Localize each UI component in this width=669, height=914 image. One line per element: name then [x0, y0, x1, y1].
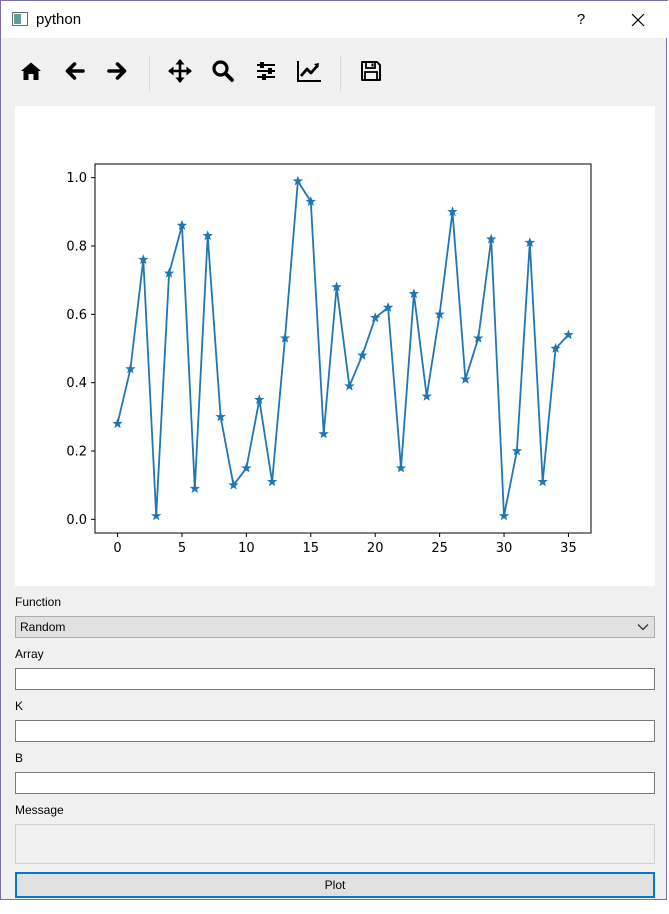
- x-tick-label: 0: [113, 541, 121, 556]
- chevron-down-icon: [637, 624, 649, 631]
- x-tick-label: 20: [367, 541, 384, 556]
- navigation-toolbar: [1, 38, 668, 106]
- data-point-star: [138, 254, 149, 265]
- configure-subplots-button[interactable]: [249, 54, 283, 88]
- data-point-star: [163, 267, 175, 278]
- data-point-star: [150, 510, 162, 521]
- line-chart: 0 5 10 15 20 25 30 35 0.0 0.2 0.4 0.6 0.8 1.0: [66, 163, 592, 556]
- data-point-star: [112, 418, 123, 429]
- x-tick-label: 15: [303, 541, 320, 556]
- data-point-star: [125, 363, 136, 374]
- y-tick-label: 0.2: [66, 445, 87, 460]
- data-point-star: [369, 312, 381, 323]
- data-point-star: [473, 332, 484, 343]
- back-button[interactable]: [58, 54, 92, 88]
- data-point-star: [279, 332, 291, 343]
- plot-canvas[interactable]: 0 5 10 15 20 25 30 35 0.0 0.2 0.4 0.6 0.8 1.0: [15, 106, 655, 586]
- x-tick-label: 35: [560, 541, 577, 556]
- save-icon: [361, 61, 381, 81]
- data-point-star: [395, 462, 407, 473]
- data-point-star: [318, 428, 329, 439]
- data-point-star: [434, 308, 445, 319]
- y-tick-label: 0.6: [66, 308, 87, 323]
- data-point-star: [266, 476, 278, 487]
- data-point-star: [486, 233, 497, 244]
- function-label: Function: [15, 595, 62, 609]
- function-select-value: Random: [20, 620, 66, 634]
- window-title: python: [36, 11, 82, 28]
- y-tick-label: 0.8: [66, 240, 87, 255]
- array-label: Array: [15, 647, 44, 661]
- toolbar-separator: [340, 56, 341, 92]
- close-icon[interactable]: [621, 6, 655, 34]
- message-box[interactable]: [15, 824, 655, 864]
- x-tick-label: 10: [238, 541, 255, 556]
- app-icon: [12, 12, 28, 26]
- data-point-star: [292, 175, 304, 186]
- data-point-star: [537, 476, 548, 487]
- x-tick-label: 25: [431, 541, 448, 556]
- toolbar-separator: [149, 56, 150, 92]
- k-input[interactable]: [15, 720, 655, 742]
- data-point-star: [563, 329, 574, 340]
- data-point-star: [460, 373, 471, 384]
- y-tick-label: 0.0: [66, 513, 87, 528]
- x-tick-label: 5: [178, 541, 186, 556]
- data-point-star: [254, 394, 265, 405]
- zoom-icon: [212, 60, 234, 82]
- help-button[interactable]: ?: [576, 11, 586, 28]
- data-point-star: [421, 390, 432, 401]
- pan-button[interactable]: [163, 54, 197, 88]
- data-point-star: [189, 483, 200, 494]
- edit-axis-button[interactable]: [292, 54, 326, 88]
- data-point-star: [550, 343, 561, 353]
- data-point-star: [228, 479, 239, 490]
- data-point-star: [408, 288, 420, 299]
- forward-button[interactable]: [100, 54, 134, 88]
- data-point-star: [215, 411, 226, 422]
- data-point-star: [382, 302, 394, 312]
- home-icon: [21, 62, 41, 80]
- data-point-star: [498, 510, 510, 521]
- plot-button[interactable]: Plot: [15, 872, 655, 898]
- axes-frame: [94, 163, 592, 534]
- move-icon: [168, 59, 192, 83]
- array-input[interactable]: [15, 668, 655, 690]
- data-point-star: [357, 349, 368, 360]
- sliders-icon: [257, 62, 275, 80]
- arrow-right-icon: [107, 62, 127, 80]
- function-select[interactable]: Random: [15, 616, 655, 638]
- message-label: Message: [15, 803, 64, 817]
- save-button[interactable]: [354, 54, 388, 88]
- data-point-star: [344, 380, 355, 391]
- data-point-star: [524, 237, 536, 248]
- home-button[interactable]: [14, 54, 48, 88]
- y-tick-label: 0.4: [66, 376, 87, 391]
- k-label: K: [15, 699, 24, 713]
- data-point-star: [241, 462, 252, 473]
- b-input[interactable]: [15, 772, 655, 794]
- data-point-star: [447, 206, 458, 217]
- data-point-star: [202, 230, 213, 241]
- series-line: [116, 180, 570, 517]
- data-point-star: [331, 281, 342, 292]
- x-tick-label: 30: [496, 541, 513, 556]
- zoom-button[interactable]: [206, 54, 240, 88]
- background-window-fragment: [0, 900, 669, 914]
- title-bar: python ?: [1, 0, 668, 38]
- data-point-star: [511, 445, 523, 456]
- chart-trend-icon: [297, 61, 321, 82]
- data-point-star: [305, 196, 317, 207]
- arrow-left-icon: [65, 62, 85, 80]
- data-point-star: [176, 220, 188, 230]
- b-label: B: [15, 751, 24, 765]
- y-tick-label: 1.0: [66, 171, 87, 186]
